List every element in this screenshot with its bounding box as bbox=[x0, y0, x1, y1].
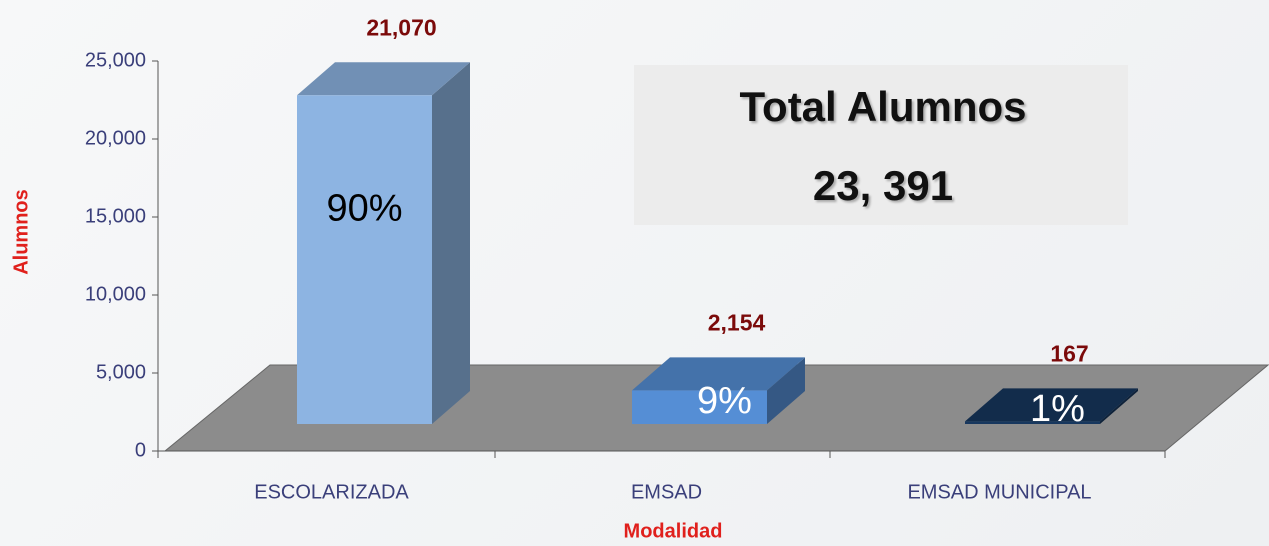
bar bbox=[297, 95, 432, 425]
y-tick-label: 0 bbox=[135, 439, 146, 461]
value-label: 167 bbox=[1050, 340, 1088, 366]
x-tick-label: EMSAD MUNICIPAL bbox=[907, 481, 1091, 503]
x-tick-label: EMSAD bbox=[631, 481, 702, 503]
bar bbox=[632, 390, 767, 424]
annotation-total: 23, 391 bbox=[813, 162, 953, 209]
bar-top bbox=[965, 388, 1138, 422]
y-axis-title: Alumnos bbox=[10, 189, 32, 275]
x-axis-title: Modalidad bbox=[624, 520, 723, 542]
annotation-title: Total Alumnos bbox=[740, 83, 1027, 130]
percent-label: 90% bbox=[326, 187, 402, 229]
bar-top bbox=[632, 357, 805, 391]
value-label: 21,070 bbox=[366, 14, 436, 40]
percent-label: 1% bbox=[1030, 388, 1085, 430]
y-tick-label: 15,000 bbox=[85, 205, 146, 227]
y-tick-label: 20,000 bbox=[85, 127, 146, 149]
bar-side bbox=[1100, 388, 1138, 424]
bar-side bbox=[432, 62, 470, 425]
bar-side bbox=[767, 357, 805, 424]
y-tick-label: 10,000 bbox=[85, 283, 146, 305]
y-tick-label: 25,000 bbox=[85, 49, 146, 71]
bar bbox=[965, 421, 1100, 424]
y-tick-label: 5,000 bbox=[96, 361, 146, 383]
bar-top bbox=[297, 62, 470, 96]
value-label: 2,154 bbox=[708, 309, 766, 335]
percent-label: 9% bbox=[697, 380, 752, 422]
annotation-box bbox=[634, 65, 1128, 225]
x-tick-label: ESCOLARIZADA bbox=[254, 481, 409, 503]
